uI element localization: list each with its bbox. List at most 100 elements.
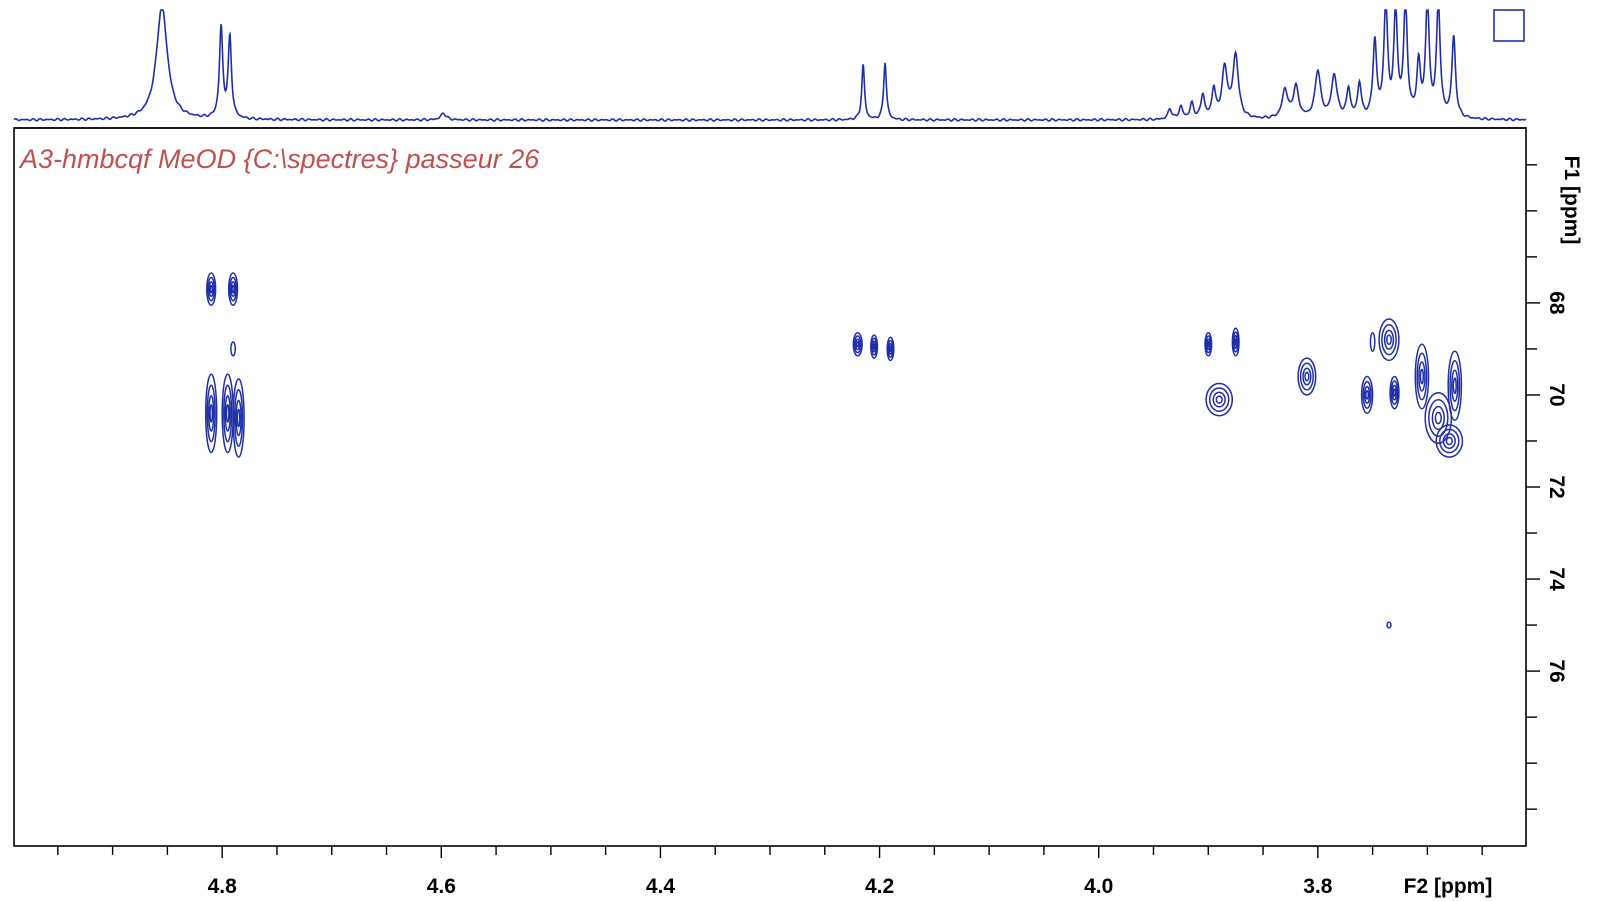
contour-level [207,276,216,302]
contour-level [1386,621,1392,629]
cross-peak-contours [204,272,1464,629]
contour-level [1389,375,1400,410]
cross-peak [870,334,879,359]
contour-level [235,399,242,437]
contour-level [1234,338,1238,346]
contour-level [1205,382,1234,417]
contour-level [1434,411,1442,425]
contour-level [1418,361,1426,392]
contour-level [1363,385,1371,404]
cross-peak [1414,343,1430,410]
contour-level [1428,399,1449,437]
contour-level [886,336,895,362]
x-tick-label: 4.6 [427,875,456,898]
contour-level [1449,360,1461,412]
contour-level [888,342,893,355]
contour-level [1365,390,1370,400]
contour-level [1392,388,1397,397]
y-tick-label: 72 [1545,475,1568,498]
contour-level [1302,367,1312,386]
contour-level [1439,428,1460,454]
contour-level [1297,357,1317,396]
contour-level [206,272,217,306]
contour-level [1204,332,1213,357]
cross-peak [1424,391,1453,445]
contour-level [1208,387,1230,412]
proton-projection-spectrum [13,9,1527,122]
cross-peak [852,332,863,357]
y-axis-label: F1 [ppm] [1560,156,1583,245]
x-tick-label: 4.8 [208,875,238,898]
contour-level [871,340,877,353]
cross-peak [1204,332,1213,357]
contour-level [1419,368,1425,385]
cross-peak [1369,332,1376,352]
contour-level [1442,433,1456,449]
contour-level [236,408,241,428]
cross-peak [1378,318,1400,362]
cross-peak [206,272,217,306]
contour-level [1381,324,1397,356]
contour-level [223,384,233,443]
contour-level [853,335,862,354]
contour-level [1360,375,1374,415]
contour-level [1205,335,1212,354]
cross-peak [1435,424,1464,458]
contour-level [1435,424,1464,458]
cross-peak [1231,327,1240,357]
contour-level [852,332,863,357]
spectrum-title: A3-hmbcqf MeOD {C:\spectres} passeur 26 [18,144,540,174]
contour-level [1206,341,1210,348]
contour-level [854,338,861,351]
contour-level [1231,327,1240,357]
cross-peak [1447,350,1463,421]
contour-level [1452,377,1457,395]
contour-level [1232,331,1239,353]
contour-level [204,373,218,454]
contour-level [231,284,235,294]
cross-peak [1389,375,1400,410]
contour-level [1299,362,1314,391]
x-tick-label: 4.2 [865,875,894,898]
x-axis: 4.8 4.6 4.4 4.2 4.0 3.8 [57,846,1483,898]
y-tick-label: 74 [1545,567,1568,591]
contour-level [230,341,237,357]
contour-level [233,389,244,447]
contour-level [1206,338,1211,351]
contour-level [887,339,894,358]
contour-level [209,284,213,294]
contour-level [1362,380,1372,409]
cross-peak [1360,375,1374,415]
contour-level [1386,334,1392,346]
contour-level [1378,318,1400,362]
contour-level [1233,335,1238,349]
contour-level [1215,395,1223,404]
x-axis-label: F2 [ppm] [1404,875,1493,898]
contour-level [225,404,230,423]
cross-peak [1205,382,1234,417]
contour-level [1414,343,1430,410]
plot-frame [13,127,1527,847]
y-tick-label: 68 [1545,291,1568,315]
contour-level [1391,384,1398,401]
contour-level [1447,350,1463,421]
y-axis: 68 70 72 74 76 [1526,164,1568,810]
contour-level [230,281,236,298]
x-tick-label: 3.8 [1303,875,1333,898]
cross-peak [1386,621,1392,629]
contour-level [227,272,239,306]
contour-level [1451,369,1459,402]
cross-peak [204,373,218,454]
y-tick-label: 70 [1545,383,1568,406]
contour-level [889,345,892,353]
contour-level [1212,391,1226,408]
contour-level [232,378,245,458]
x-tick-label: 4.0 [1084,875,1113,898]
contour-level [1424,391,1453,445]
contour-level [1369,332,1376,352]
contour-level [1383,329,1395,350]
cross-peak [886,336,895,362]
cross-peak [232,378,245,458]
cross-peak [1297,357,1317,396]
